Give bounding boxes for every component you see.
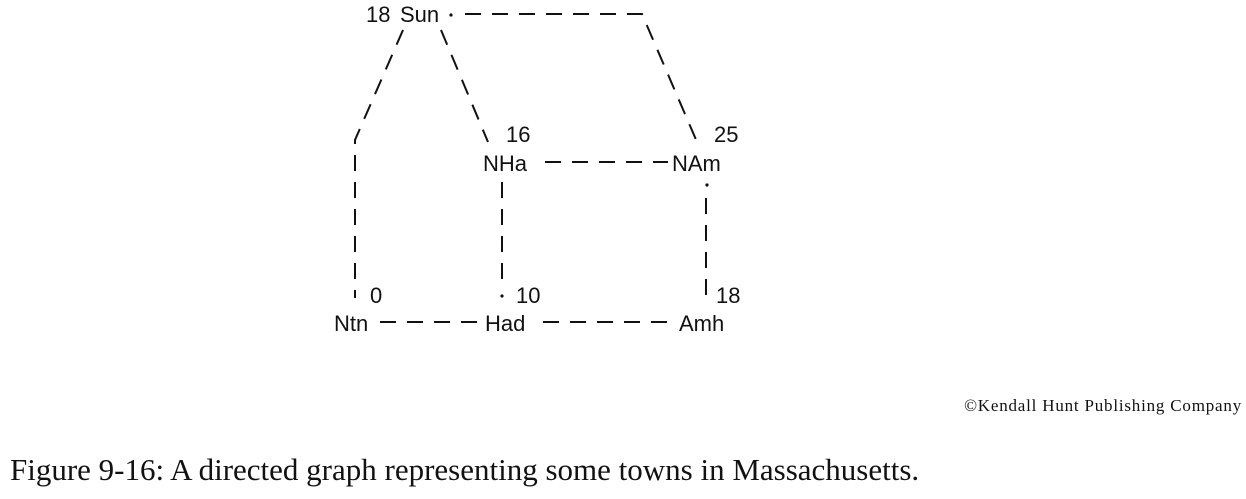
node-weight-amh: 18	[716, 283, 740, 308]
edge-sun-nha	[440, 29, 489, 143]
figure-caption: Figure 9-16: A directed graph representi…	[10, 452, 920, 487]
graph-edges	[354, 13, 707, 323]
copyright-notice: ©Kendall Hunt Publishing Company	[964, 396, 1242, 415]
node-label-nam: NAm	[672, 151, 721, 176]
node-weight-ntn: 0	[370, 283, 382, 308]
edge-sun-nam	[465, 13, 698, 143]
node-label-ntn: Ntn	[334, 311, 368, 336]
node-label-sun: Sun	[400, 2, 439, 27]
node-label-had: Had	[485, 311, 525, 336]
node-weight-sun: 18	[366, 2, 390, 27]
node-weight-had: 10	[516, 283, 540, 308]
node-weight-nha: 16	[506, 122, 530, 147]
edge-end-dot	[705, 183, 709, 187]
edge-end-dots	[449, 13, 709, 298]
edge-sun-ntn	[354, 29, 404, 298]
node-weight-nam: 25	[714, 122, 738, 147]
node-label-amh: Amh	[679, 311, 724, 336]
edge-end-dot	[500, 294, 504, 298]
node-label-nha: NHa	[483, 151, 528, 176]
edge-end-dot	[449, 13, 453, 17]
graph-nodes: 18 Sun 16 NHa 25 NAm 0 Ntn 10 Had 18 Amh	[334, 2, 740, 336]
